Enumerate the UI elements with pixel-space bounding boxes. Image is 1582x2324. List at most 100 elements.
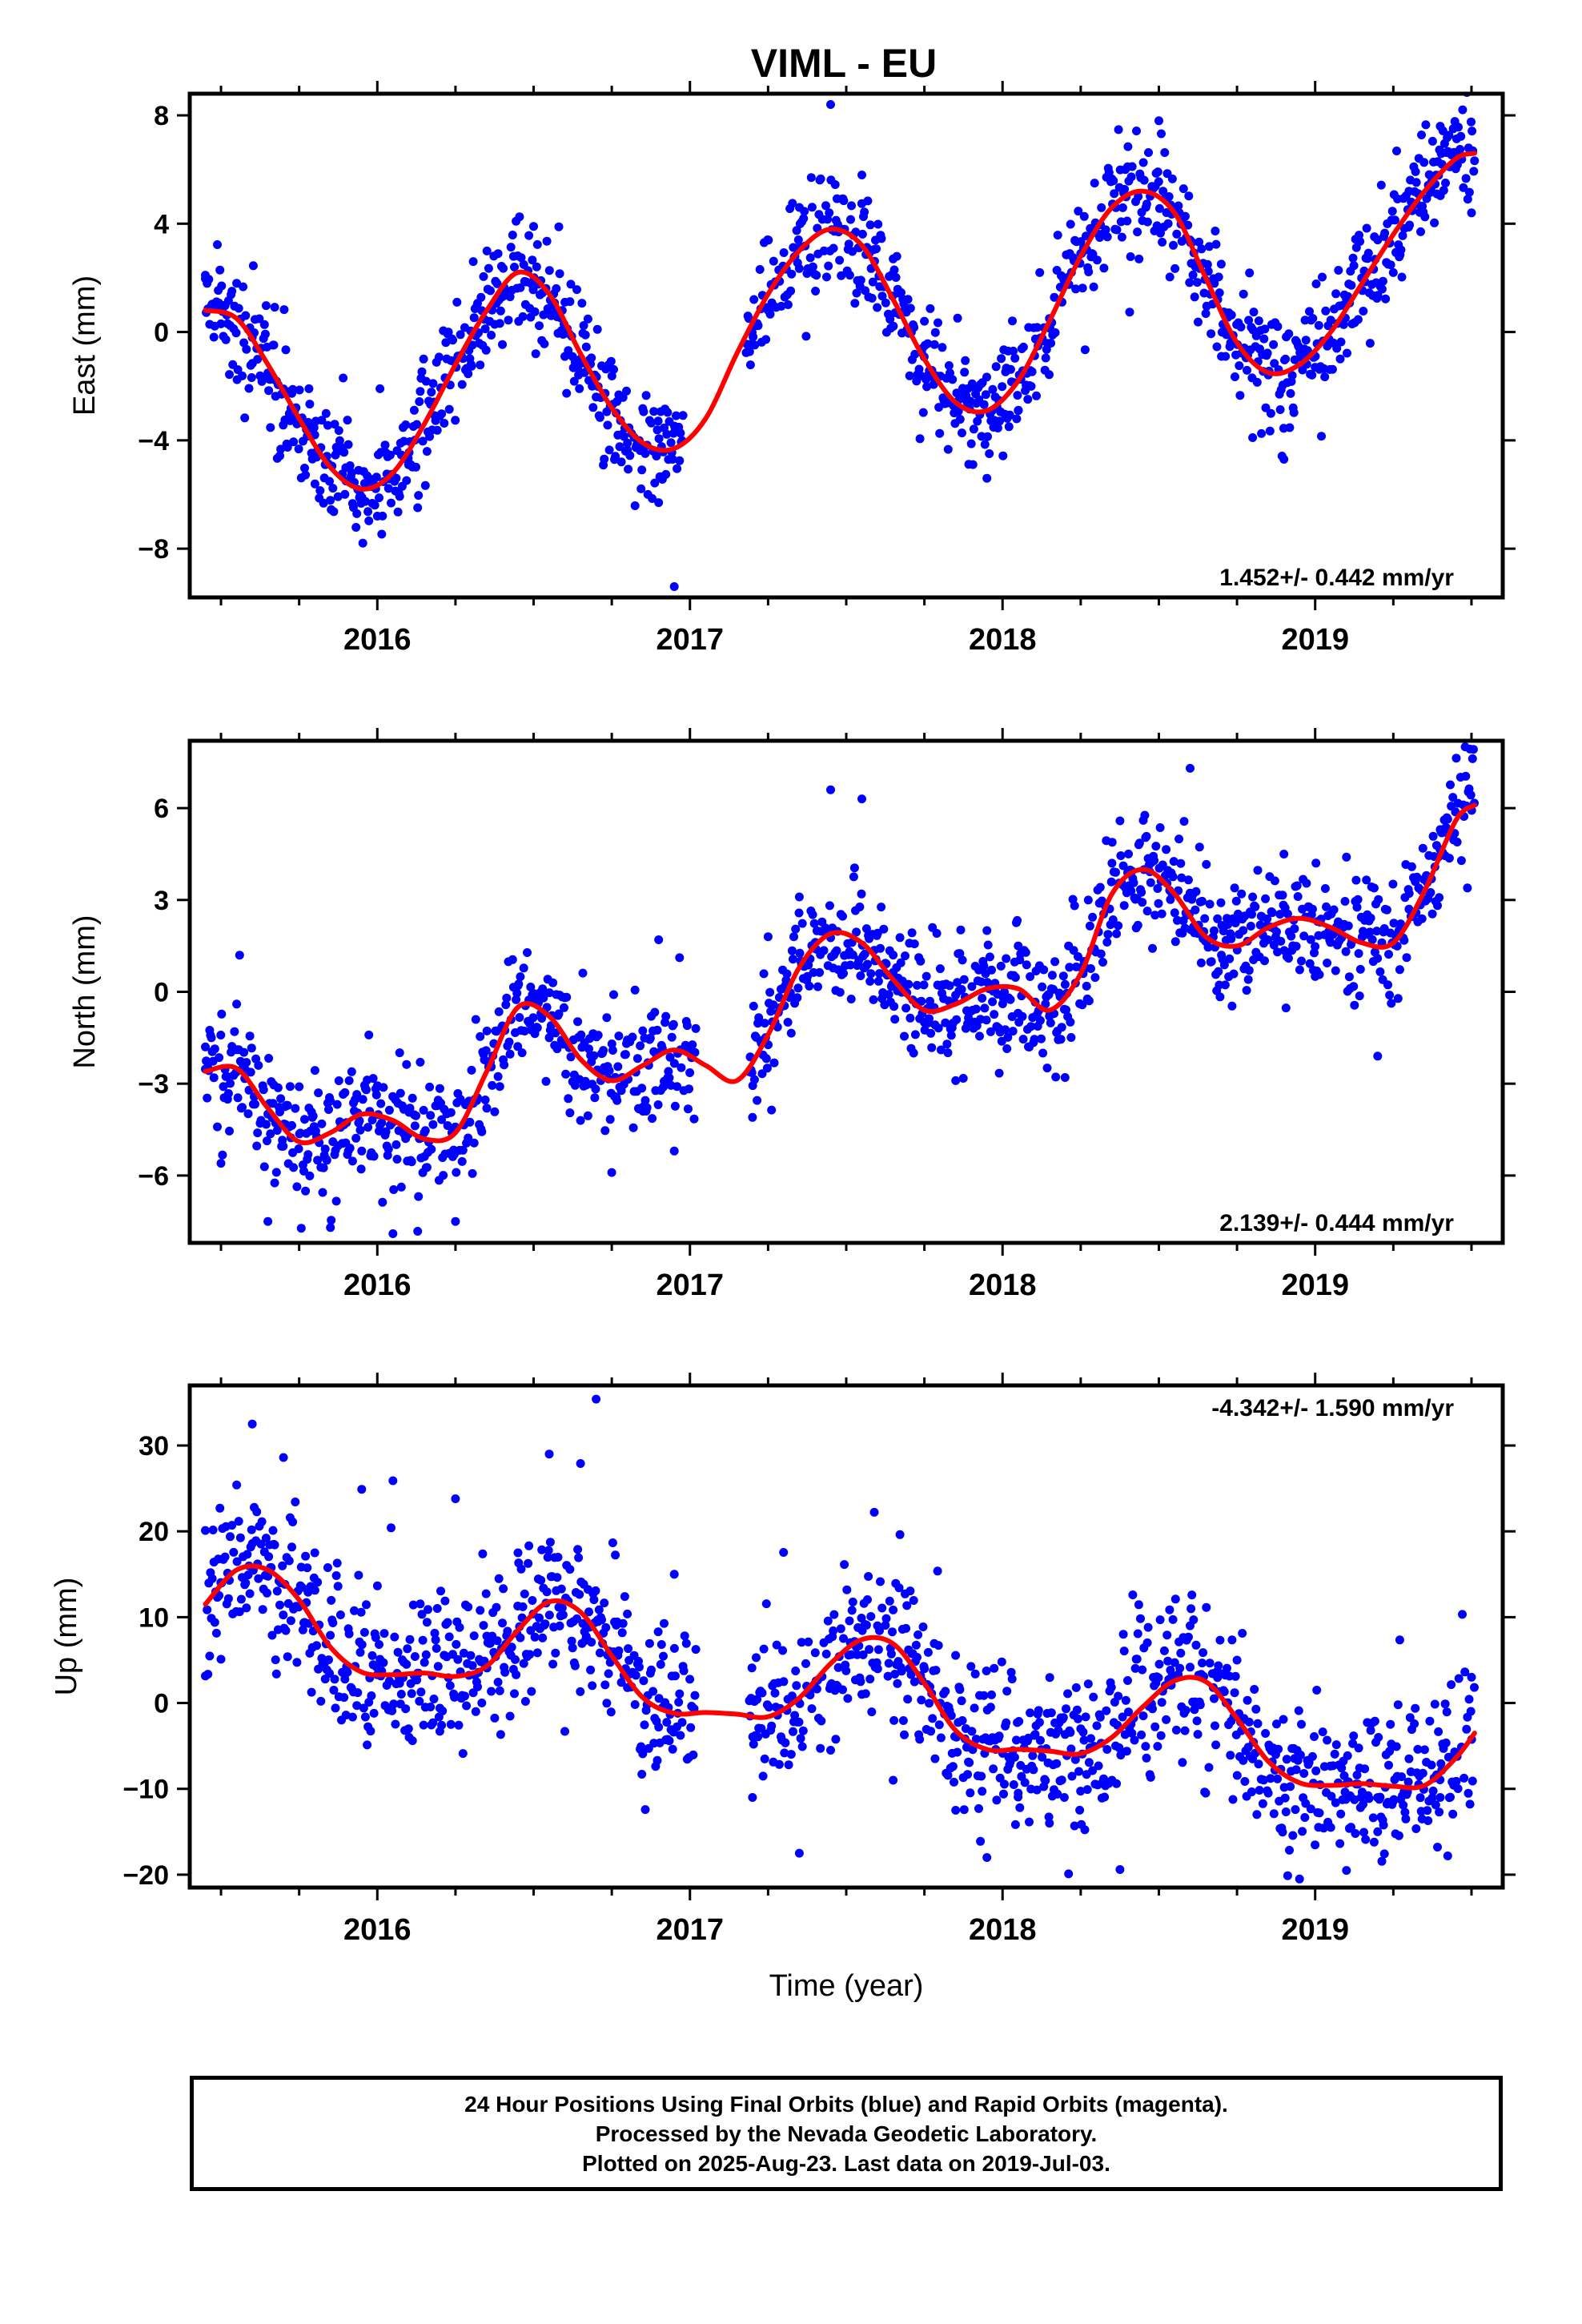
data-point <box>1305 307 1314 316</box>
data-point <box>324 1655 333 1665</box>
data-point <box>410 1652 420 1661</box>
data-point <box>1235 391 1245 400</box>
data-point <box>263 1588 271 1598</box>
data-point <box>388 1229 398 1238</box>
data-point <box>669 582 679 591</box>
data-point <box>1243 975 1253 984</box>
data-point <box>1162 1715 1171 1724</box>
data-point <box>1239 1755 1248 1765</box>
data-point <box>426 1703 436 1711</box>
east-y-axis-label: East (mm) <box>68 275 102 416</box>
data-point <box>316 1696 326 1706</box>
data-point <box>1160 148 1170 157</box>
data-point <box>1374 895 1383 904</box>
data-point <box>1243 365 1251 375</box>
data-point <box>1038 1752 1047 1762</box>
data-point <box>932 929 942 938</box>
data-point <box>1130 1735 1139 1745</box>
data-point <box>1064 1869 1074 1879</box>
data-point <box>1041 353 1050 363</box>
data-point <box>1444 854 1454 863</box>
data-point <box>1349 261 1359 271</box>
data-point <box>669 1059 679 1068</box>
data-point <box>652 1755 662 1765</box>
data-point <box>839 969 848 978</box>
data-point <box>412 1111 420 1120</box>
y-tick-label: 6 <box>154 794 169 824</box>
data-point <box>1083 895 1093 905</box>
data-point <box>439 1171 448 1180</box>
data-point <box>466 360 476 369</box>
data-point <box>826 785 835 794</box>
data-point <box>1388 267 1398 277</box>
data-point <box>1245 268 1255 278</box>
data-point <box>764 235 773 245</box>
data-point <box>215 265 225 275</box>
x-tick-label: 2017 <box>656 1269 724 1302</box>
data-point <box>568 1643 577 1653</box>
data-point <box>941 1018 950 1027</box>
data-point <box>469 313 479 323</box>
data-point <box>1094 1761 1103 1771</box>
data-point <box>1427 1793 1437 1803</box>
data-point <box>402 1059 412 1069</box>
data-point <box>1197 244 1207 254</box>
data-point <box>831 1735 841 1744</box>
data-point <box>1398 231 1407 240</box>
data-point <box>530 1632 540 1642</box>
data-point <box>1447 1680 1456 1690</box>
data-point <box>832 946 841 955</box>
data-point <box>501 1000 511 1010</box>
data-point <box>379 1658 388 1667</box>
data-point <box>1385 1747 1395 1756</box>
data-point <box>209 1073 219 1083</box>
data-point <box>877 292 887 301</box>
data-point <box>987 965 996 975</box>
x-tick-label: 2018 <box>969 623 1037 657</box>
data-point <box>1183 220 1193 230</box>
data-point <box>1217 951 1227 960</box>
data-point <box>416 1057 425 1067</box>
data-point <box>1154 1673 1163 1683</box>
data-point <box>769 1058 779 1068</box>
data-point <box>1435 893 1444 903</box>
data-point <box>268 1526 278 1535</box>
data-point <box>982 926 992 935</box>
data-point <box>1247 910 1256 919</box>
data-point <box>1134 254 1144 263</box>
data-point <box>1247 1787 1256 1796</box>
data-point <box>232 999 242 1009</box>
data-point <box>518 312 528 321</box>
data-point <box>618 1618 628 1628</box>
data-point <box>839 196 849 206</box>
data-point <box>313 1578 323 1587</box>
data-point <box>1239 926 1248 935</box>
data-point <box>1157 1698 1166 1707</box>
data-point <box>1238 1629 1247 1638</box>
data-point <box>1466 1707 1476 1716</box>
east-model-fit-line <box>203 151 1477 492</box>
data-point <box>408 1736 417 1746</box>
data-point <box>241 311 251 320</box>
data-point <box>1354 1743 1363 1753</box>
data-point <box>405 1104 415 1113</box>
y-tick-label: 3 <box>154 886 169 916</box>
data-point <box>1355 237 1365 246</box>
data-point <box>1235 361 1244 371</box>
data-point <box>794 203 804 212</box>
data-point <box>1120 1730 1130 1739</box>
data-point <box>1372 927 1382 936</box>
data-point <box>1154 203 1164 213</box>
data-point <box>471 1015 480 1024</box>
data-point <box>319 1163 328 1172</box>
data-point <box>1008 316 1017 326</box>
data-point <box>749 1739 758 1749</box>
data-point <box>1164 192 1174 201</box>
data-point <box>957 985 966 994</box>
data-point <box>528 285 538 295</box>
data-point <box>1109 176 1118 186</box>
data-point <box>356 1607 366 1617</box>
data-point <box>990 1010 999 1019</box>
data-point <box>638 1749 648 1759</box>
